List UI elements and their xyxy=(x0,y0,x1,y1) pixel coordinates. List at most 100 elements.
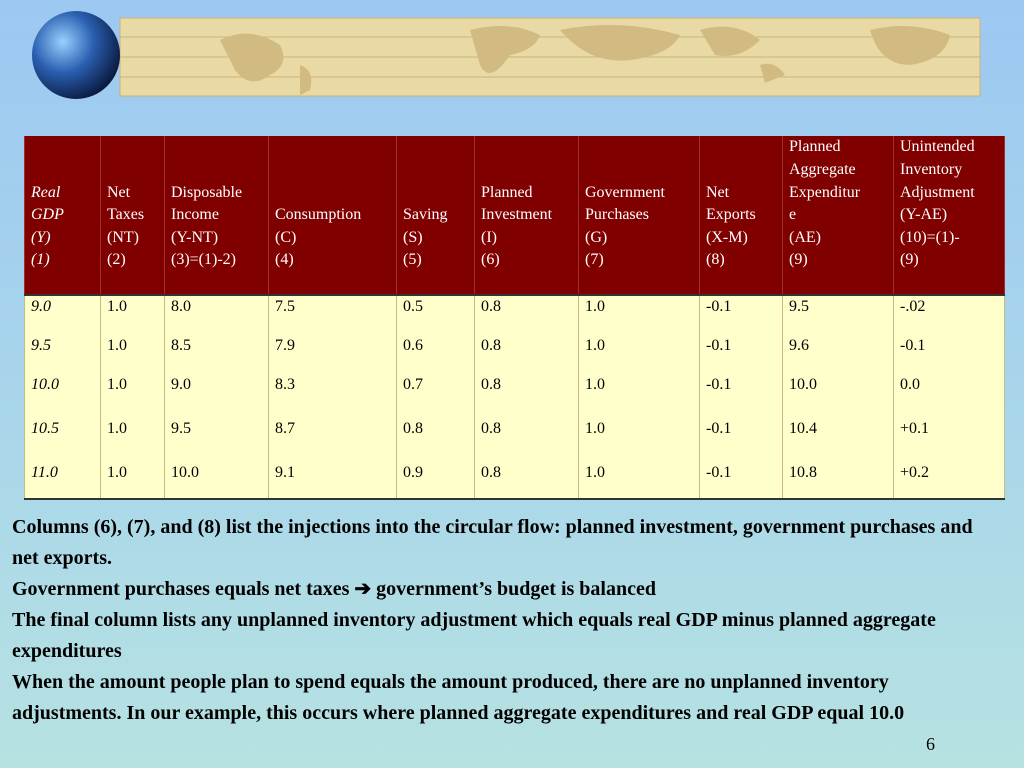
table-cell: 0.6 xyxy=(396,335,475,374)
table-cell: 10.5 xyxy=(24,418,101,462)
table-cell: 0.8 xyxy=(474,418,579,462)
header-cell: Real GDP (Y) (1) xyxy=(24,136,101,295)
header-line: Investment xyxy=(481,206,553,224)
table-cell: 0.7 xyxy=(396,374,475,418)
header-line: (10)=(1)- xyxy=(900,228,960,246)
table-cell: 1.0 xyxy=(578,294,700,335)
table-cell: 9.5 xyxy=(782,294,894,335)
header-line: Aggregate xyxy=(789,161,856,179)
header-line: Net xyxy=(706,183,730,201)
globe xyxy=(32,11,120,99)
table-cell: 10.0 xyxy=(164,462,269,500)
table-cell: 0.8 xyxy=(396,418,475,462)
table-cell: 10.4 xyxy=(782,418,894,462)
table-cell: -0.1 xyxy=(699,418,783,462)
table-row: 11.0 1.0 10.0 9.1 0.9 0.8 1.0 -0.1 10.8 +0.2 xyxy=(24,462,1005,500)
header-line: (X-M) xyxy=(706,228,748,246)
table-cell: 1.0 xyxy=(100,374,165,418)
header-line: e xyxy=(789,206,797,224)
header-line: Unintended xyxy=(900,138,975,156)
header-line: (8) xyxy=(706,251,725,269)
notes: Columns (6), (7), and (8) list the injec… xyxy=(12,512,1002,729)
table-cell: 8.7 xyxy=(268,418,397,462)
header-line: Purchases xyxy=(585,206,649,224)
table-cell: 0.8 xyxy=(474,462,579,500)
note-paragraph: Government purchases equals net taxes ➔ … xyxy=(12,578,656,600)
table-cell: -0.1 xyxy=(699,335,783,374)
header-line: (C) xyxy=(275,228,297,246)
header-line: (9) xyxy=(900,251,919,269)
table-cell: 8.5 xyxy=(164,335,269,374)
table-cell: 1.0 xyxy=(100,335,165,374)
banner xyxy=(32,11,981,99)
table-cell: 1.0 xyxy=(578,418,700,462)
continents xyxy=(220,25,950,95)
table-row: 9.0 1.0 8.0 7.5 0.5 0.8 1.0 -0.1 9.5 -.02 xyxy=(24,294,1005,335)
header-line: Saving xyxy=(403,206,448,224)
table-cell: 9.0 xyxy=(24,294,101,335)
header-row: Real GDP (Y) (1) Net Taxes (NT) (2) Disposable In… xyxy=(24,136,1005,295)
table-cell: 1.0 xyxy=(578,374,700,418)
table-cell: 1.0 xyxy=(100,418,165,462)
header-line: (1) xyxy=(31,251,50,269)
header-line: (5) xyxy=(403,251,422,269)
note-paragraph: Columns (6), (7), and (8) list the injec… xyxy=(12,516,973,569)
header-line: Net xyxy=(107,183,131,201)
note-paragraph: When the amount people plan to spend equ… xyxy=(12,671,905,724)
table-cell: 1.0 xyxy=(100,294,165,335)
table-cell: -0.1 xyxy=(699,294,783,335)
header-cell: Net Taxes (NT) (2) xyxy=(100,136,165,295)
header-line: Planned xyxy=(789,138,841,156)
table-cell: 9.0 xyxy=(164,374,269,418)
header-line: (S) xyxy=(403,228,423,246)
header-line: (G) xyxy=(585,228,608,246)
header-line: Taxes xyxy=(107,206,145,224)
header-cell: Planned Investment (I) (6) xyxy=(474,136,579,295)
header-line: Government xyxy=(585,183,665,201)
table-cell: 0.8 xyxy=(474,294,579,335)
table-cell: -0.1 xyxy=(699,374,783,418)
table-cell: 9.6 xyxy=(782,335,894,374)
header-line: (6) xyxy=(481,251,500,269)
table-cell: 0.8 xyxy=(474,335,579,374)
table-cell: 10.0 xyxy=(782,374,894,418)
table-cell: -.02 xyxy=(893,294,1005,335)
header-cell: Saving (S) (5) xyxy=(396,136,475,295)
table-cell: -0.1 xyxy=(893,335,1005,374)
header-line: (Y) xyxy=(31,228,51,246)
table-cell: +0.1 xyxy=(893,418,1005,462)
header-line: Income xyxy=(171,206,219,224)
table-body: 9.0 1.0 8.0 7.5 0.5 0.8 1.0 -0.1 9.5 -.02 9.5 1.0 8.… xyxy=(24,294,1005,500)
header-line: (Y-AE) xyxy=(900,206,948,224)
table-cell: 8.0 xyxy=(164,294,269,335)
table-cell: 0.9 xyxy=(396,462,475,500)
table-cell: -0.1 xyxy=(699,462,783,500)
header-line: (7) xyxy=(585,251,604,269)
table-cell: 7.9 xyxy=(268,335,397,374)
header-line: (9) xyxy=(789,251,808,269)
note-paragraph: The final column lists any unplanned inv… xyxy=(12,609,936,662)
table-cell: 7.5 xyxy=(268,294,397,335)
header-line: Planned xyxy=(481,183,533,201)
table-cell: 1.0 xyxy=(578,335,700,374)
header-line: (AE) xyxy=(789,228,821,246)
header-cell: Government Purchases (G) (7) xyxy=(578,136,700,295)
header-line: (NT) xyxy=(107,228,139,246)
table-cell: 9.5 xyxy=(164,418,269,462)
table-cell: 8.3 xyxy=(268,374,397,418)
header-line: GDP xyxy=(31,206,64,224)
table-row: 10.5 1.0 9.5 8.7 0.8 0.8 1.0 -0.1 10.4 +0.1 xyxy=(24,418,1005,462)
table-cell: 10.0 xyxy=(24,374,101,418)
table-row: 10.0 1.0 9.0 8.3 0.7 0.8 1.0 -0.1 10.0 0.0 xyxy=(24,374,1005,418)
table-cell: 9.5 xyxy=(24,335,101,374)
table-cell: 0.5 xyxy=(396,294,475,335)
header-cell: Net Exports (X-M) (8) xyxy=(699,136,783,295)
table-row: 9.5 1.0 8.5 7.9 0.6 0.8 1.0 -0.1 9.6 -0.1 xyxy=(24,335,1005,374)
header-line: Disposable xyxy=(171,183,243,201)
header-line: (4) xyxy=(275,251,294,269)
header-line: (2) xyxy=(107,251,126,269)
header-cell: Disposable Income (Y-NT) (3)=(1)-2) xyxy=(164,136,269,295)
header-cell: Consumption (C) (4) xyxy=(268,136,397,295)
header-line: (I) xyxy=(481,228,497,246)
header-line: Inventory xyxy=(900,161,963,179)
